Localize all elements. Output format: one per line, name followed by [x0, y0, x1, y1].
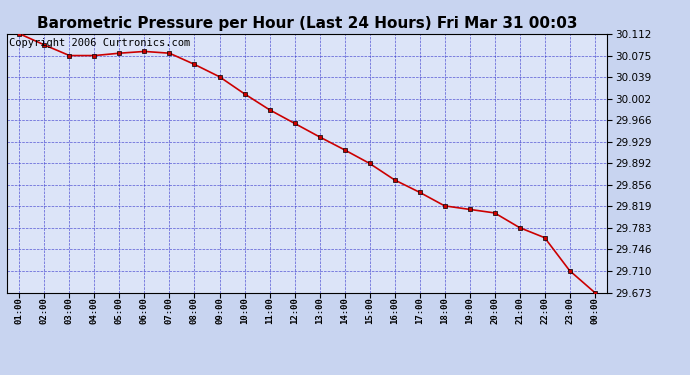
Text: Copyright 2006 Curtronics.com: Copyright 2006 Curtronics.com — [9, 38, 190, 48]
Title: Barometric Pressure per Hour (Last 24 Hours) Fri Mar 31 00:03: Barometric Pressure per Hour (Last 24 Ho… — [37, 16, 578, 31]
